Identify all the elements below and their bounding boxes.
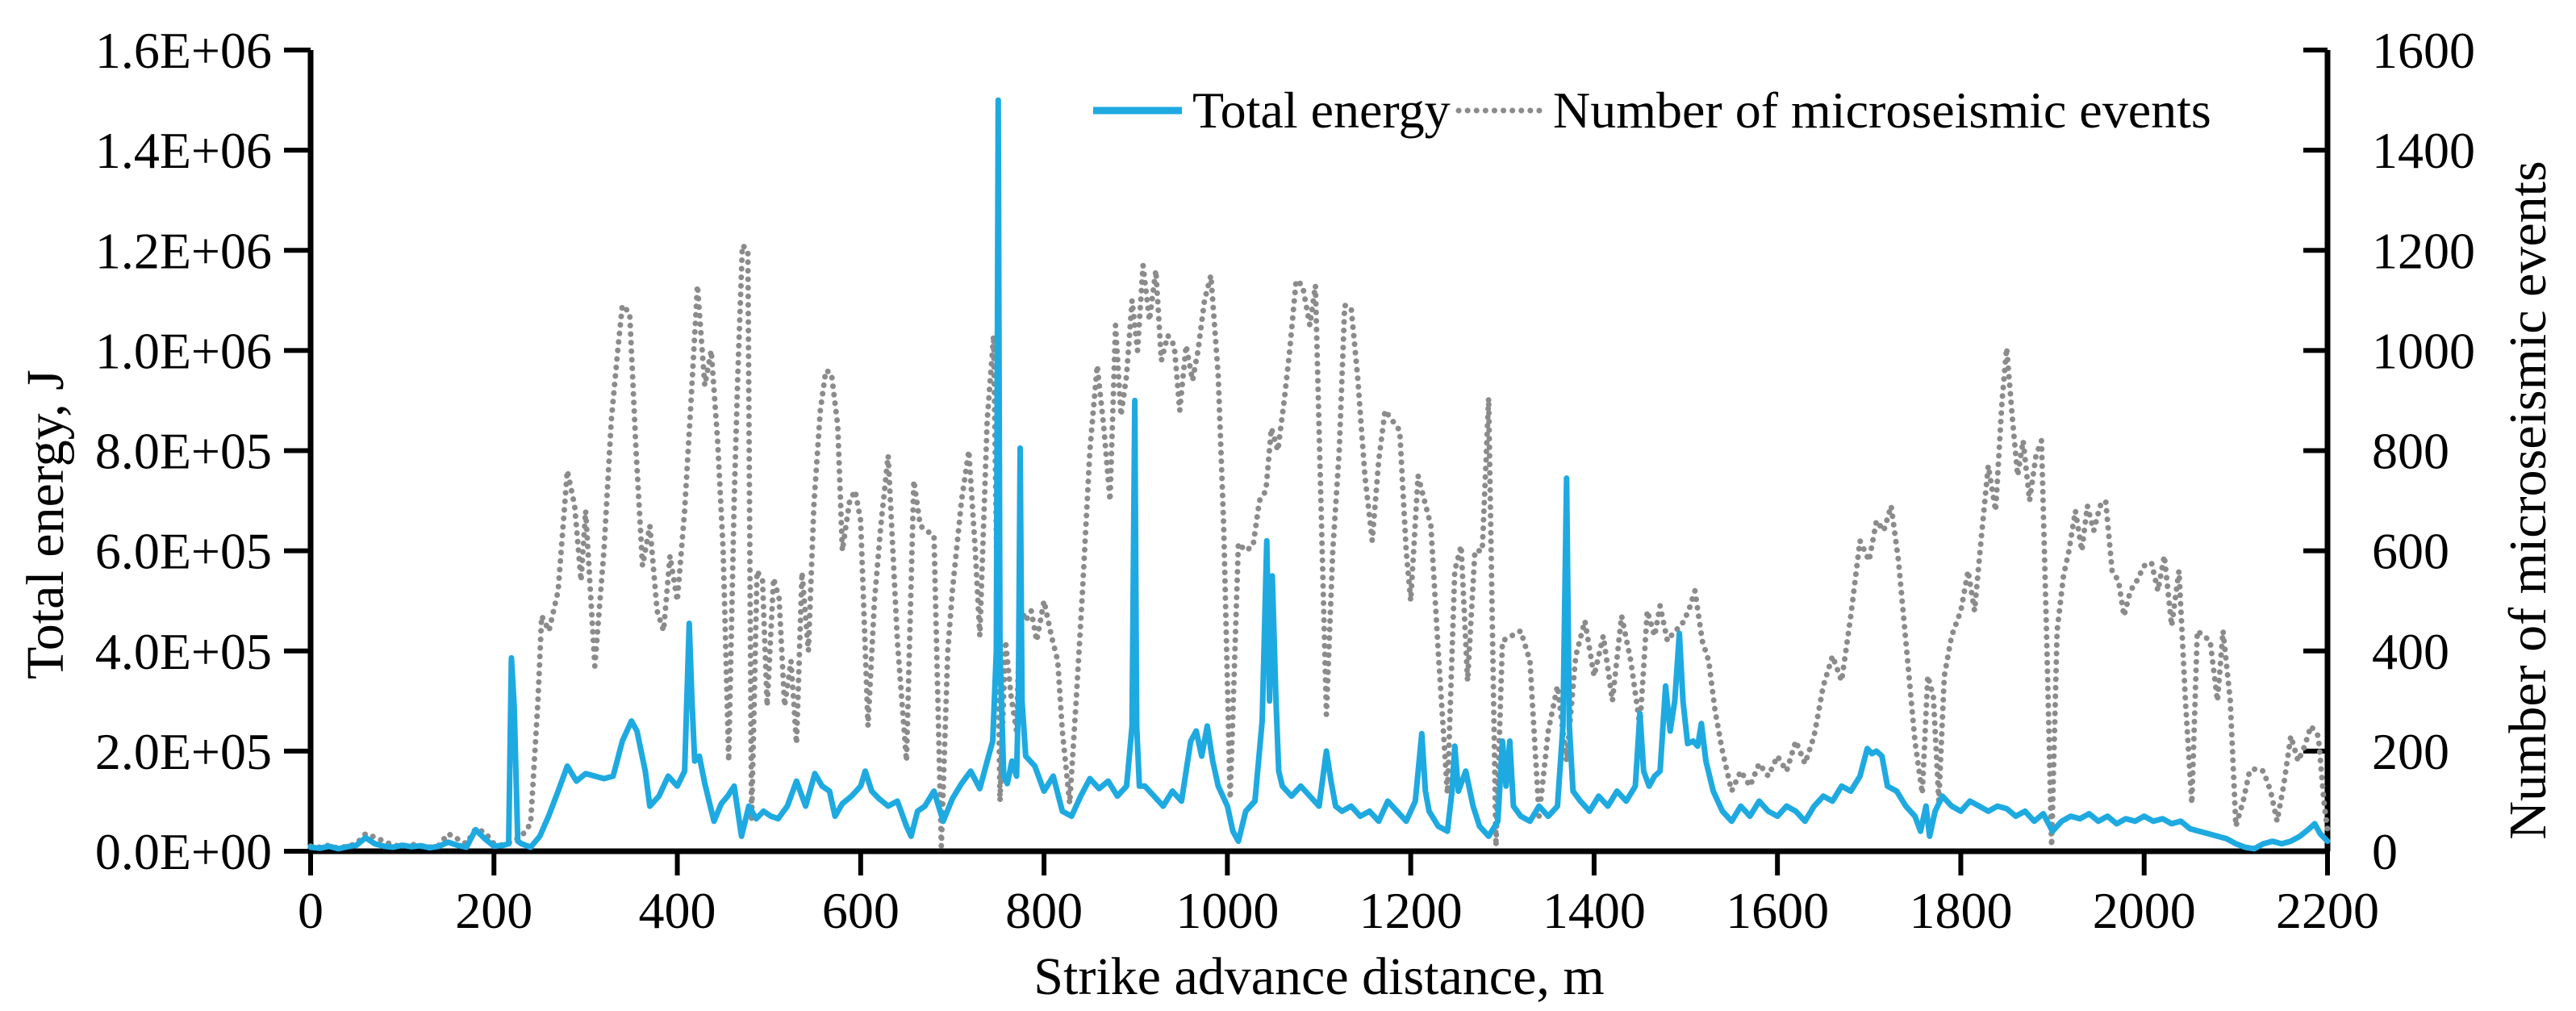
legend: Total energy Number of microseismic even…: [1093, 81, 2211, 139]
left-y-tick-label: 4.0E+05: [95, 623, 272, 680]
right-y-tick-label: 600: [2372, 523, 2449, 580]
axes: [284, 48, 2331, 875]
left-y-tick-label: 1.2E+06: [95, 222, 272, 279]
right-axis-title: Number of microseismic events: [2499, 161, 2557, 839]
right-y-tick-label: 1000: [2372, 322, 2475, 379]
x-tick-label: 800: [1005, 882, 1083, 939]
right-y-tick-label: 1400: [2372, 122, 2475, 179]
legend-label-microseismic-events: Number of microseismic events: [1553, 81, 2211, 139]
left-y-tick-label: 1.6E+06: [95, 22, 272, 79]
x-tick-label: 2200: [2276, 882, 2379, 939]
left-y-tick-label: 8.0E+05: [95, 423, 272, 480]
right-y-tick-label: 800: [2372, 423, 2449, 480]
x-tick-label: 600: [822, 882, 900, 939]
left-y-tick-label: 2.0E+05: [95, 723, 272, 780]
left-y-tick-label: 1.0E+06: [95, 322, 272, 379]
series-lines: [307, 97, 2331, 852]
legend-label-total-energy: Total energy: [1192, 81, 1451, 139]
right-y-tick-label: 0: [2372, 823, 2398, 880]
x-tick-label: 1600: [1726, 882, 1829, 939]
left-y-tick-label: 6.0E+05: [95, 523, 272, 580]
left-y-tick-label: 0.0E+00: [95, 823, 272, 880]
x-tick-label: 1400: [1543, 882, 1646, 939]
x-tick-label: 1000: [1175, 882, 1279, 939]
x-tick-label: 400: [639, 882, 716, 939]
left-y-tick-label: 1.4E+06: [95, 122, 272, 179]
x-tick-label: 200: [455, 882, 532, 939]
total-energy-line: [307, 97, 2331, 852]
right-y-tick-label: 200: [2372, 723, 2449, 780]
left-axis-title: Total energy, J: [16, 370, 75, 679]
x-tick-label: 2000: [2093, 882, 2196, 939]
x-tick-label: 1800: [1909, 882, 2012, 939]
tick-labels: 0.0E+00 2.0E+05 4.0E+05 6.0E+05 8.0E+05 1.0E+…: [95, 22, 2475, 939]
x-tick-label: 0: [298, 882, 324, 939]
x-axis-title: Strike advance distance, m: [1033, 947, 1604, 1006]
right-y-tick-label: 1600: [2372, 22, 2475, 79]
right-y-tick-label: 400: [2372, 623, 2449, 680]
right-y-tick-label: 1200: [2372, 222, 2475, 279]
x-tick-label: 1200: [1359, 882, 1463, 939]
microseismic-events-line: [307, 242, 2331, 851]
